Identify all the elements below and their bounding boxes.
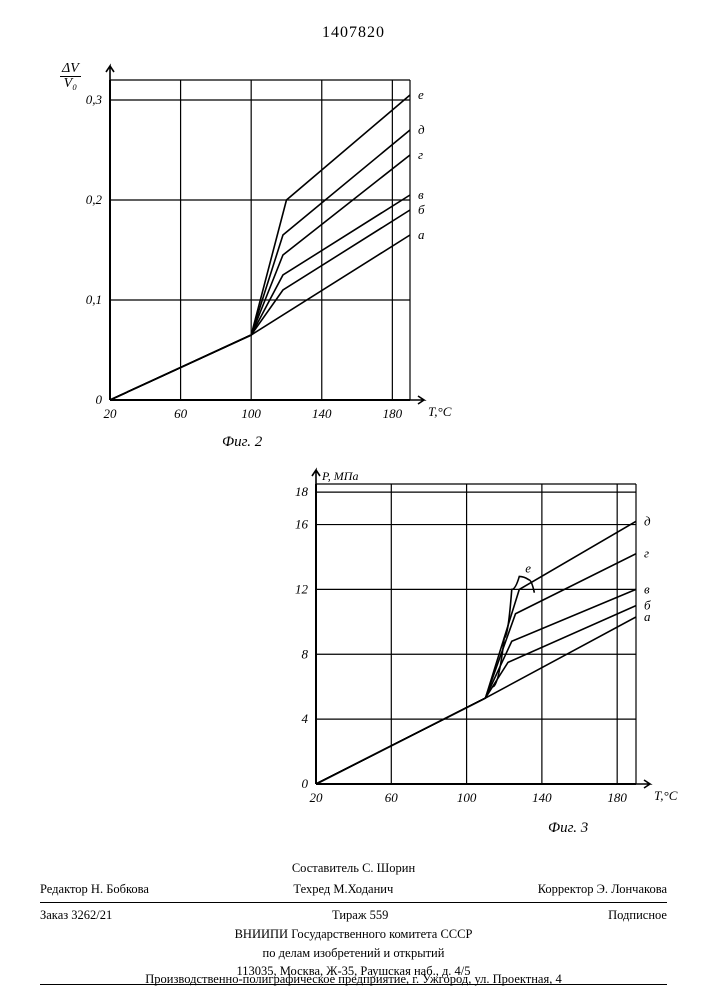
org-line-1: ВНИИПИ Государственного комитета СССР <box>40 926 667 943</box>
corrector-name: Э. Лончакова <box>597 882 667 896</box>
footer: Составитель С. Шорин Редактор Н. Бобкова… <box>40 860 667 989</box>
document-number: 1407820 <box>0 24 707 42</box>
figure-2: ΔV V₀ 206010014018000,10,20,3T,°Седгвба … <box>62 56 452 456</box>
svg-text:д: д <box>418 122 425 137</box>
fig2-chart: 20 60 100 140 180 0 0,1 0,2 0,3 T,°С е дг вба <box>62 56 452 431</box>
svg-text:в: в <box>644 581 650 596</box>
fig2-caption: Фиг. 2 <box>222 434 262 451</box>
svg-text:60: 60 <box>174 406 188 421</box>
figure-3: 2060100140180048121618T,°СP, МПадгвбае Ф… <box>268 462 678 842</box>
svg-text:12: 12 <box>295 581 309 596</box>
svg-text:P, МПа: P, МПа <box>321 469 358 483</box>
svg-text:20: 20 <box>104 406 118 421</box>
subscription: Подписное <box>608 907 667 924</box>
svg-text:20: 20 <box>310 790 324 805</box>
corrector-label: Корректор <box>538 882 594 896</box>
svg-text:18: 18 <box>295 484 309 499</box>
svg-text:4: 4 <box>302 711 309 726</box>
svg-text:8: 8 <box>302 646 309 661</box>
editor-name: Н. Бобкова <box>91 882 149 896</box>
svg-text:140: 140 <box>532 790 552 805</box>
compiler-name: С. Шорин <box>362 861 415 875</box>
org-line-2: по делам изобретений и открытий <box>40 945 667 962</box>
svg-text:а: а <box>644 609 651 624</box>
printer-line: Производственно-полиграфическое предприя… <box>40 972 667 987</box>
fig2-y-title: ΔV V₀ <box>60 62 81 92</box>
svg-text:0,2: 0,2 <box>86 192 103 207</box>
svg-text:е: е <box>525 560 531 575</box>
techred-label: Техред <box>293 882 330 896</box>
fig3-chart: 2060100140180048121618T,°СP, МПадгвбае <box>268 462 678 822</box>
svg-text:T,°С: T,°С <box>654 788 678 803</box>
svg-text:60: 60 <box>385 790 399 805</box>
svg-text:б: б <box>418 202 425 217</box>
svg-text:г: г <box>644 546 649 561</box>
tirazh: Тираж 559 <box>332 907 388 924</box>
svg-text:е: е <box>418 87 424 102</box>
svg-text:100: 100 <box>457 790 477 805</box>
svg-text:100: 100 <box>241 406 261 421</box>
svg-text:16: 16 <box>295 517 309 532</box>
svg-text:в: в <box>418 187 424 202</box>
compiler-label: Составитель <box>292 861 359 875</box>
fig2-y-numerator: ΔV <box>60 62 81 77</box>
fig2-y-denominator: V₀ <box>60 77 81 91</box>
svg-text:180: 180 <box>383 406 403 421</box>
techred-name: М.Ходанич <box>333 882 393 896</box>
svg-text:0: 0 <box>96 392 103 407</box>
footer-rule-1 <box>40 902 667 903</box>
svg-text:г: г <box>418 147 423 162</box>
svg-text:0: 0 <box>302 776 309 791</box>
fig3-caption: Фиг. 3 <box>548 820 588 837</box>
svg-text:0,3: 0,3 <box>86 92 103 107</box>
svg-text:T,°С: T,°С <box>428 404 452 419</box>
order-number: Заказ 3262/21 <box>40 907 112 924</box>
svg-text:180: 180 <box>607 790 627 805</box>
svg-text:д: д <box>644 513 651 528</box>
editor-label: Редактор <box>40 882 88 896</box>
svg-text:0,1: 0,1 <box>86 292 102 307</box>
svg-text:140: 140 <box>312 406 332 421</box>
svg-text:а: а <box>418 227 425 242</box>
